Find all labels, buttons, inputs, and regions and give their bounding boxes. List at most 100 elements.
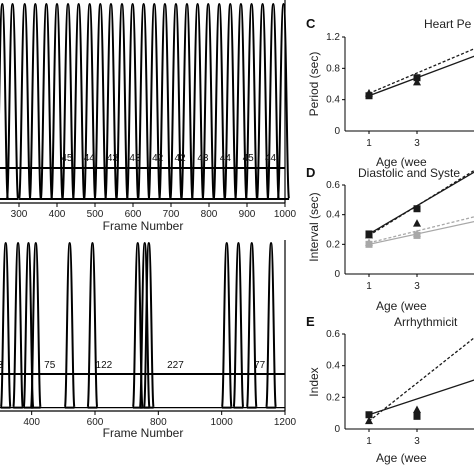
panel-E-y-tick-label-3: 0.6 (326, 329, 340, 340)
bot-x-tick-label-3: 800 (150, 417, 167, 428)
top-interval-label-10: 44 (265, 153, 277, 164)
panel-e-x-axis-label: Age (wee (376, 451, 427, 465)
top-peak-20 (201, 2, 215, 201)
top-x-tick-label-6: 800 (201, 209, 218, 220)
panel-D-series-1-line (368, 171, 474, 235)
panel-D-series-4-point-1 (365, 238, 373, 246)
top-x-tick-label-4: 600 (125, 209, 142, 220)
panel-C-series-2-line (368, 48, 474, 94)
bot-interval-label-1: 3 (0, 360, 3, 371)
panel-D-series-4-line (368, 216, 474, 244)
panel-C-series-2-point-2 (413, 77, 421, 86)
panel-D-y-tick-label-2: 0.4 (326, 210, 340, 221)
top-peak-22 (223, 2, 237, 201)
top-interval-label-4: 43 (129, 153, 141, 164)
panel-C-series-1-point-2 (413, 74, 421, 82)
top-x-tick-label-7: 900 (239, 209, 256, 220)
panel-d-title: Diastolic and Syste (358, 166, 460, 180)
panel-E-y-tick-label-0: 0 (334, 424, 340, 435)
top-peak-27 (276, 2, 291, 201)
trace-bottom-intervals: 3 75 122 227 77 (0, 360, 266, 371)
top-interval-label-1: 45 (61, 153, 73, 164)
top-x-tick-label-8: 1000 (274, 209, 297, 220)
panel-c: C Heart Pe Period (sec) Age (wee 0.4 0.8 1… (306, 16, 474, 169)
panel-c-title: Heart Pe (424, 17, 472, 31)
top-peak-21 (212, 2, 226, 201)
bot-peak-8 (138, 241, 151, 409)
top-peak-14 (137, 2, 151, 201)
trace-bottom-x-ticks: 400 600 800 1000 1200 (23, 411, 297, 428)
panel-E-series-2-point-1 (365, 416, 373, 425)
top-x-tick-label-2: 400 (49, 209, 66, 220)
panel-E-y-tick-label-2: 0.4 (326, 361, 340, 372)
panel-C-y-tick-label-3: 1.2 (326, 32, 340, 43)
panel-C-series-2-point-1 (365, 88, 373, 97)
top-x-tick-label-3: 500 (87, 209, 104, 220)
panel-E-x-tick-label-1: 1 (366, 436, 372, 447)
top-peak-6 (50, 2, 64, 201)
panel-C-y-tick-label-1: 0.4 (326, 95, 340, 106)
bot-x-tick-label-2: 600 (87, 417, 104, 428)
panel-D-series-4-point-2 (413, 229, 421, 237)
top-peak-19 (191, 2, 205, 201)
top-interval-label-3: 43 (107, 153, 119, 164)
panel-c-y-axis-label: Period (sec) (307, 52, 321, 117)
panel-E-series-2-point-2 (413, 405, 421, 413)
bot-peak-6 (86, 241, 99, 409)
top-peak-16 (158, 2, 172, 201)
bot-peak-4 (29, 241, 42, 409)
panel-e-letter: E (306, 314, 315, 329)
trace-bottom-panel: 3 75 122 227 77 400 600 800 1000 1200 Frame Numb… (0, 240, 297, 440)
bot-x-tick-label-4: 1000 (211, 417, 234, 428)
top-peak-2 (5, 2, 20, 201)
panel-D-y-tick-label-3: 0.6 (326, 180, 340, 191)
panel-C-x-tick-label-1: 1 (366, 138, 372, 149)
panel-D-series-2-point-1 (365, 230, 373, 239)
panel-C-series-1-line (368, 55, 474, 97)
top-peak-12 (115, 2, 129, 201)
panel-d-letter: D (306, 165, 315, 180)
panel-E-series-1-point-1 (365, 411, 373, 419)
bot-peak-10 (220, 241, 233, 409)
top-interval-label-2: 44 (84, 153, 96, 164)
trace-bottom-x-axis-label: Frame Number (103, 426, 184, 440)
panel-C-y-tick-label-2: 0.8 (326, 63, 340, 74)
trace-top-intervals: 45 44 43 43 42 42 43 44 45 44 (61, 153, 276, 164)
top-x-tick-label-5: 700 (163, 209, 180, 220)
top-peak-15 (147, 2, 161, 201)
bot-peak-12 (245, 241, 258, 409)
bot-peak-9 (143, 241, 155, 409)
panel-e-y-axis-label: Index (307, 367, 321, 396)
top-interval-label-9: 45 (243, 153, 255, 164)
top-interval-label-7: 43 (197, 153, 209, 164)
bot-peak-5 (63, 241, 76, 409)
bot-peak-11 (232, 241, 245, 409)
panel-D-series-1-point-2 (413, 205, 421, 213)
trace-top-x-axis-label: Frame Number (103, 219, 184, 233)
panel-d-x-axis-label: Age (wee (376, 299, 427, 313)
panel-D-y-tick-label-0: 0 (334, 269, 340, 280)
bot-peak-2 (12, 241, 24, 409)
top-peak-17 (169, 2, 183, 201)
top-peak-11 (104, 2, 118, 201)
panel-D-x-tick-label-2: 3 (414, 281, 420, 292)
panel-D-series-3-line (368, 220, 474, 245)
panel-d-y-axis-label: Interval (sec) (307, 192, 321, 261)
bot-peak-13 (265, 241, 277, 409)
bot-peak-1 (0, 241, 12, 409)
panel-e-title: Arrhythmicit (394, 315, 458, 329)
panel-E-series-2-line (368, 337, 474, 422)
top-peak-23 (234, 2, 248, 201)
panel-D-series-2-point-2 (413, 219, 421, 227)
panel-D-y-tick-label-1: 0.2 (326, 239, 340, 250)
panel-E-series-1-point-2 (413, 412, 421, 420)
top-peak-3 (18, 2, 32, 201)
bot-interval-label-4: 227 (167, 360, 184, 371)
bot-interval-label-5: 77 (254, 360, 266, 371)
top-peak-18 (180, 2, 194, 201)
bot-x-tick-label-1: 400 (23, 417, 40, 428)
top-peak-8 (72, 2, 86, 201)
top-interval-label-8: 44 (220, 153, 232, 164)
trace-top-panel: 45 44 43 43 42 42 43 44 45 44 300 400 500 600 700 800 9… (0, 0, 297, 233)
